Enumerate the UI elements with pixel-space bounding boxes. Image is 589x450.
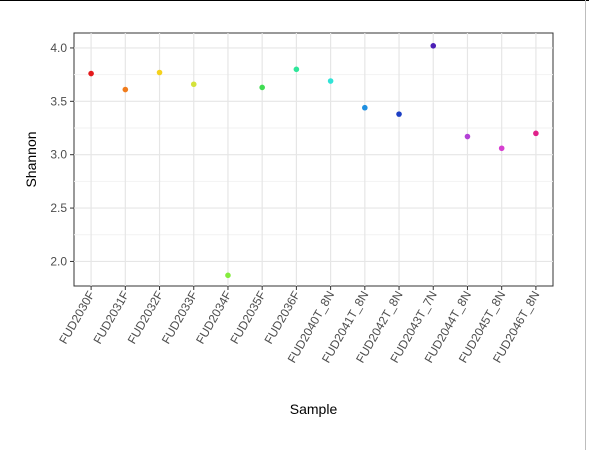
data-point (190, 81, 197, 88)
data-point (327, 78, 334, 84)
data-point (122, 86, 129, 93)
data-point (430, 43, 437, 49)
y-tick-label: 3.0 (50, 148, 67, 162)
data-point (293, 66, 300, 73)
x-axis-ticks: FUD2030FFUD2031FFUD2032FFUD2033FFUD2034F… (56, 286, 542, 365)
data-point (464, 133, 471, 140)
x-axis-title: Sample (290, 401, 338, 417)
frame-right-border (585, 0, 586, 450)
y-axis-title: Shannon (23, 131, 39, 187)
y-tick-label: 2.5 (50, 201, 67, 215)
y-tick-label: 4.0 (50, 41, 67, 55)
data-point (362, 104, 368, 111)
plot-panel (73, 32, 554, 287)
y-axis-ticks: 2.0 2.5 3.0 3.5 4.0 (50, 41, 74, 268)
grid-lines (74, 33, 553, 286)
data-point (156, 69, 163, 76)
data-point (396, 111, 402, 117)
frame-top-border (0, 0, 589, 1)
data-points (88, 43, 539, 279)
data-point (225, 272, 231, 279)
data-point (88, 70, 94, 77)
data-point (533, 130, 539, 137)
y-tick-label: 3.5 (50, 94, 67, 108)
y-tick-label: 2.0 (50, 254, 67, 268)
data-point (498, 145, 505, 152)
data-point (259, 84, 265, 91)
